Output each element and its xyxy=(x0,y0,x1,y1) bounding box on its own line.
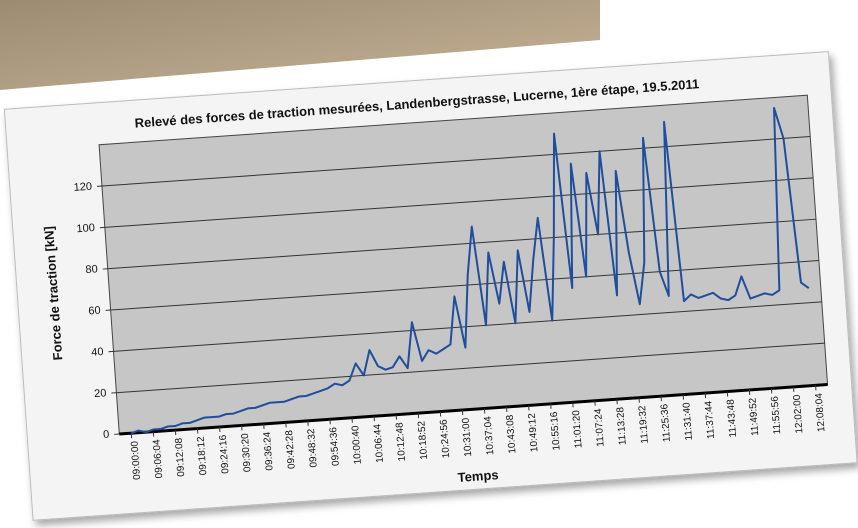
grid-line xyxy=(119,383,828,436)
x-tick-label: 09:54:36 xyxy=(328,426,342,466)
x-tick-label: 10:24:56 xyxy=(438,419,452,459)
grid-line xyxy=(113,301,822,352)
x-tick-label: 10:00:40 xyxy=(350,425,364,465)
grid-line xyxy=(104,177,814,228)
x-tick-label: 11:55:56 xyxy=(770,395,784,434)
grid-line xyxy=(101,136,811,187)
x-tick-label: 11:01:20 xyxy=(571,409,585,448)
grid-line xyxy=(110,260,819,311)
x-tick-label: 12:08:04 xyxy=(814,392,828,432)
x-tick-label: 09:30:20 xyxy=(240,432,254,472)
x-tick-label: 09:12:08 xyxy=(174,437,188,477)
y-tick-label: 40 xyxy=(91,346,104,359)
x-tick-label: 10:43:08 xyxy=(505,414,519,454)
x-tick-label: 09:48:32 xyxy=(306,428,320,468)
x-tick-label: 11:31:40 xyxy=(681,402,695,441)
y-tick-label: 0 xyxy=(103,429,110,441)
x-tick-label: 10:12:48 xyxy=(394,422,408,462)
data-line xyxy=(130,106,810,435)
x-tick-label: 09:24:16 xyxy=(218,434,232,474)
x-tick-label: 10:06:44 xyxy=(372,423,386,463)
x-tick-label: 11:43:48 xyxy=(725,398,739,437)
x-tick-label: 10:18:52 xyxy=(416,420,430,460)
x-tick-label: 11:37:44 xyxy=(703,400,717,439)
x-tick-label: 09:06:04 xyxy=(152,439,166,479)
x-tick-label: 09:18:12 xyxy=(196,436,210,476)
x-tick-label: 11:19:32 xyxy=(637,405,651,444)
x-tick-label: 11:13:28 xyxy=(615,406,629,445)
x-tick-label: 10:31:00 xyxy=(461,417,475,457)
x-tick-label: 12:02:00 xyxy=(792,394,806,434)
y-tick-label: 120 xyxy=(73,181,92,194)
y-tick-label: 20 xyxy=(94,387,107,400)
x-tick-label: 10:55:16 xyxy=(549,411,563,451)
x-tick-label: 11:25:36 xyxy=(659,403,673,442)
plot-area xyxy=(98,94,829,435)
x-tick-label: 09:36:24 xyxy=(262,431,276,471)
chart-panel: Relevé des forces de traction mesurées, … xyxy=(3,51,858,521)
x-tick-label: 10:37:04 xyxy=(483,415,497,455)
x-tick-label: 11:07:24 xyxy=(593,408,607,447)
y-tick-label: 60 xyxy=(88,305,101,318)
background-photo xyxy=(0,0,600,90)
y-tick-label: 80 xyxy=(85,263,98,276)
x-tick-label: 10:49:12 xyxy=(527,412,541,452)
x-tick-label: 11:49:52 xyxy=(748,397,762,436)
grid-line xyxy=(116,342,825,394)
x-tick-label: 09:00:00 xyxy=(129,440,143,480)
y-tick-label: 100 xyxy=(76,222,95,235)
grid-line xyxy=(107,218,817,270)
x-tick-label: 09:42:28 xyxy=(284,429,298,469)
x-axis-label: Temps xyxy=(457,467,499,485)
